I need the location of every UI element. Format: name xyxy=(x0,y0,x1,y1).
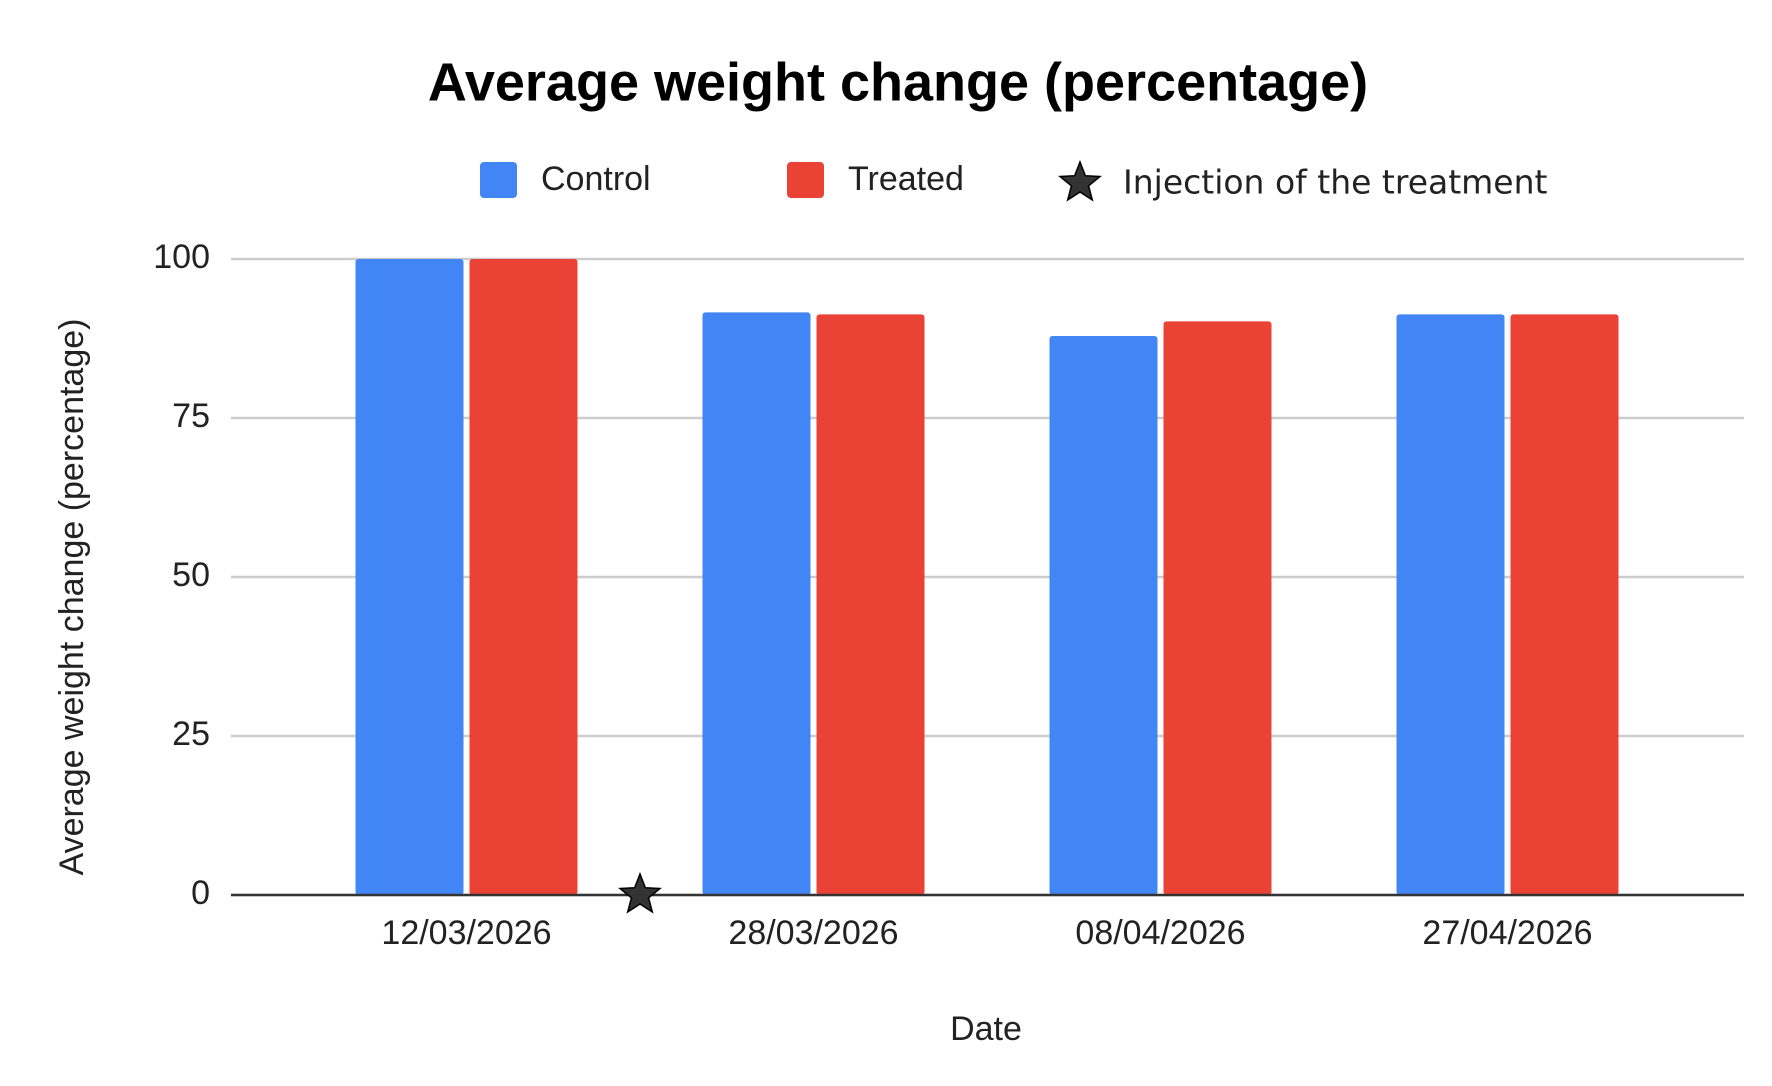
legend-label: Treated xyxy=(848,160,964,198)
x-tick-label: 27/04/2026 xyxy=(1422,914,1592,952)
bar xyxy=(816,314,925,895)
bar xyxy=(1396,314,1505,895)
bar xyxy=(702,312,811,895)
y-tick-label: 0 xyxy=(191,874,210,912)
y-axis-label: Average weight change (percentage) xyxy=(53,319,91,876)
bar xyxy=(469,259,578,895)
x-tick-label: 08/04/2026 xyxy=(1075,914,1245,952)
legend-swatch xyxy=(787,162,824,198)
bar xyxy=(1049,335,1158,895)
y-tick-label: 50 xyxy=(172,556,210,594)
legend-label: Injection of the treatment xyxy=(1123,163,1548,202)
y-tick-label: 100 xyxy=(153,238,210,276)
bar xyxy=(1163,321,1272,895)
annotation-star xyxy=(618,871,662,914)
legend-swatch xyxy=(480,162,517,198)
legend-label: Control xyxy=(541,160,651,198)
y-tick-label: 25 xyxy=(172,715,210,753)
bar xyxy=(355,259,464,895)
chart-title: Average weight change (percentage) xyxy=(428,52,1368,112)
x-tick-label: 12/03/2026 xyxy=(381,914,551,952)
legend-star xyxy=(1058,159,1102,202)
x-axis-label: Date xyxy=(950,1010,1022,1048)
bar xyxy=(1510,314,1619,895)
y-tick-label: 75 xyxy=(172,397,210,435)
x-tick-label: 28/03/2026 xyxy=(728,914,898,952)
